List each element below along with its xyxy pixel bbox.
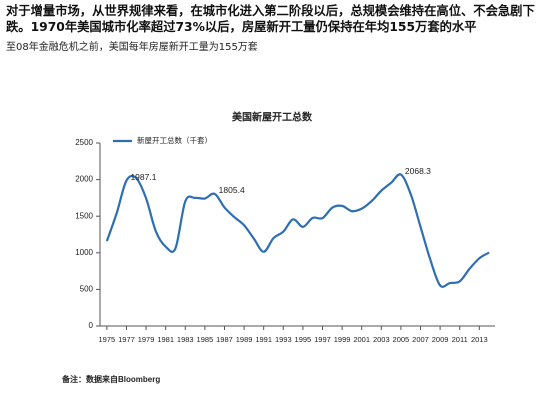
x-tick-label: 2009 — [432, 335, 449, 344]
x-tick-label: 1977 — [118, 335, 135, 344]
x-tick-label: 1995 — [295, 335, 312, 344]
y-tick-label: 500 — [80, 285, 94, 294]
data-line — [105, 173, 490, 288]
y-tick-label: 1500 — [75, 211, 93, 220]
x-tick-label: 1987 — [216, 335, 233, 344]
x-tick-label: 1985 — [197, 335, 214, 344]
y-tick-label: 1000 — [75, 248, 93, 257]
x-tick-label: 2003 — [373, 335, 390, 344]
chart-title: 美国新屋开工总数 — [232, 111, 313, 124]
header-text: 对于增量市场，从世界规律来看，在城市化进入第二阶段以后，总规模会维持在高位、不会… — [6, 4, 535, 34]
x-tick-label: 2013 — [471, 335, 488, 344]
x-tick-label: 1975 — [99, 335, 116, 344]
x-tick-label: 2011 — [452, 335, 468, 344]
y-tick-label: 2500 — [75, 138, 93, 147]
x-tick-label: 1983 — [177, 335, 194, 344]
x-tick-label: 1999 — [334, 335, 351, 344]
y-tick-label: 2000 — [75, 175, 93, 184]
header-subtext: 至08年金融危机之前，美国每年房屋新开工量为155万套 — [6, 42, 258, 53]
data-label: 1987.1 — [130, 172, 156, 182]
data-label: 1805.4 — [219, 185, 245, 195]
data-label: 2068.3 — [405, 166, 431, 176]
note: 备注：数据来自Bloomberg — [61, 374, 160, 384]
x-tick-label: 1989 — [236, 335, 253, 344]
x-tick-label: 1993 — [275, 335, 292, 344]
x-tick-label: 2007 — [412, 335, 429, 344]
x-tick-label: 2001 — [353, 335, 370, 344]
x-tick-label: 1979 — [138, 335, 155, 344]
x-tick-label: 2005 — [393, 335, 410, 344]
legend-label: 新屋开工总数（千套） — [137, 135, 212, 145]
x-tick-label: 1997 — [314, 335, 331, 344]
y-tick-label: 0 — [89, 321, 94, 330]
x-tick-label: 1981 — [157, 335, 174, 344]
x-tick-label: 1991 — [255, 335, 272, 344]
